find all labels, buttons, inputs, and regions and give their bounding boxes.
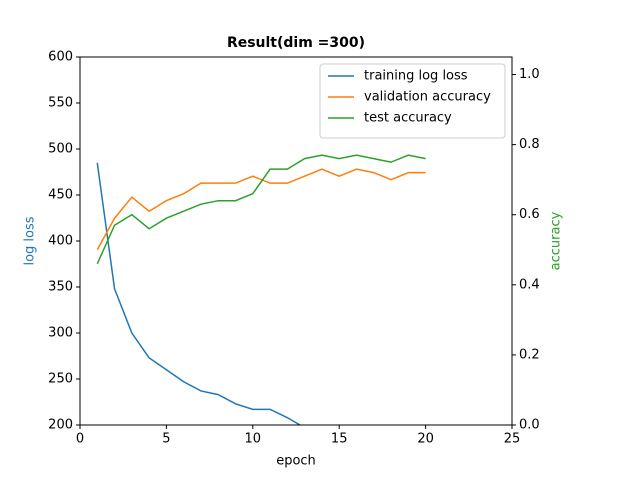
y-tick-label: 600: [48, 50, 73, 65]
x-tick-label: 5: [162, 432, 170, 447]
y2-axis-label: accuracy: [549, 211, 564, 270]
legend-label: training log loss: [364, 69, 468, 84]
y-tick-label: 500: [48, 142, 73, 157]
y2-tick-label: 0.4: [519, 277, 540, 292]
x-tick-label: 15: [331, 432, 348, 447]
y-tick-label: 200: [48, 418, 73, 433]
x-tick-label: 10: [245, 432, 262, 447]
legend-label: test accuracy: [364, 111, 452, 126]
y-tick-label: 250: [48, 372, 73, 387]
x-tick-label: 0: [76, 432, 84, 447]
x-tick-label: 25: [504, 432, 521, 447]
y-tick-label: 350: [48, 280, 73, 295]
x-tick-label: 20: [417, 432, 434, 447]
x-axis-label: epoch: [276, 454, 316, 469]
y-axis-label: log loss: [23, 216, 38, 265]
y2-tick-label: 0.8: [519, 137, 540, 152]
y-tick-label: 550: [48, 96, 73, 111]
y2-tick-label: 1.0: [519, 67, 540, 82]
y-tick-label: 450: [48, 188, 73, 203]
data-line: [96, 154, 426, 265]
legend-label: validation accuracy: [364, 90, 491, 105]
y-tick-label: 400: [48, 234, 73, 249]
y2-tick-label: 0.6: [519, 207, 540, 222]
y2-tick-label: 0.0: [519, 418, 540, 433]
legend-box: [319, 63, 506, 139]
chart-title: Result(dim =300): [227, 35, 365, 51]
y-tick-label: 300: [48, 326, 73, 341]
y2-tick-label: 0.2: [519, 347, 540, 362]
plot-frame: [79, 56, 513, 426]
data-line: [96, 168, 426, 251]
data-line: [96, 162, 302, 425]
